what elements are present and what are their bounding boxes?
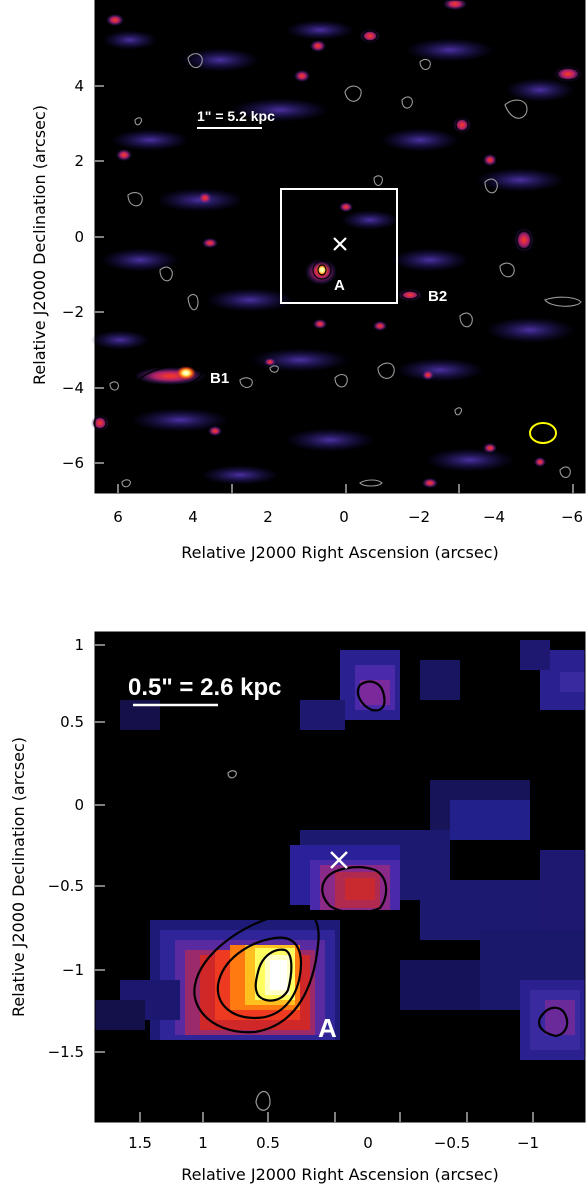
top-xtick: −2 [408,508,430,526]
bottom-xtick: 1.5 [128,1134,152,1152]
bottom-xtick: 0 [363,1134,373,1152]
top-xlabel: Relative J2000 Right Ascension (arcsec) [181,543,499,562]
scale-bar-label-bottom: 0.5" = 2.6 kpc [128,674,281,701]
top-panel: A B1 B2 1" = 5.2 kpc 6 4 2 0 −2 −4 −6 4 … [30,0,586,562]
source-b1 [134,365,206,388]
contour-outer-a [193,909,320,1034]
label-a-bottom: A [318,1013,337,1043]
bottom-xlabel: Relative J2000 Right Ascension (arcsec) [181,1165,499,1184]
cross-marker-top [333,237,347,251]
beam-ellipse [529,422,557,444]
top-tick-marks [95,85,574,493]
bottom-ytick: 0 [74,796,84,814]
label-b1: B1 [210,370,229,387]
source-a-top [305,259,337,285]
top-xtick: 4 [188,508,198,526]
top-ylabel: Relative J2000 Declination (arcsec) [30,105,49,385]
bottom-ytick: 0.5 [60,713,84,731]
bottom-ytick: −1 [62,961,84,979]
bottom-ytick: −1.5 [48,1043,84,1061]
scale-bar-label-top: 1" = 5.2 kpc [197,108,275,124]
top-ytick: −2 [62,303,84,321]
bottom-positive-contours [193,680,569,1038]
contour-north [356,680,386,712]
zoom-region-box [280,188,398,304]
bottom-xtick: −1 [517,1134,539,1152]
bottom-xtick: −0.5 [434,1134,470,1152]
bottom-plot-frame [94,631,586,1123]
top-xtick: 6 [113,508,123,526]
top-ytick: 4 [74,77,84,95]
top-ytick: 0 [74,228,84,246]
bottom-negative-contours [227,770,271,1111]
contour-inner-a [254,948,293,1002]
top-xtick: 0 [339,508,349,526]
top-ytick: 2 [74,152,84,170]
bottom-ylabel: Relative J2000 Declination (arcsec) [9,737,28,1017]
contour-west [321,866,388,914]
bottom-tick-marks [95,644,534,1122]
contour-mid-a [216,936,303,1020]
top-ytick: −6 [62,454,84,472]
bottom-xtick: 0.5 [256,1134,280,1152]
label-a-top: A [334,277,345,294]
contour-southwest [538,1006,569,1038]
top-ytick: −4 [62,379,84,397]
bottom-ytick: −0.5 [48,877,84,895]
top-noise-emission [90,20,575,485]
top-positive-contours [93,30,580,430]
top-negative-contours [109,53,582,488]
bottom-panel: A 0.5" = 2.6 kpc 1.5 1 0.5 0 −0.5 −1 1 0… [9,631,586,1184]
top-xtick: 2 [263,508,273,526]
label-b2: B2 [428,288,447,305]
cross-marker-bottom [330,851,348,869]
top-xtick: −4 [483,508,505,526]
bottom-xtick: 1 [198,1134,208,1152]
top-plot-frame [94,0,586,494]
top-xtick: −6 [561,508,583,526]
bottom-ytick: 1 [74,636,84,654]
